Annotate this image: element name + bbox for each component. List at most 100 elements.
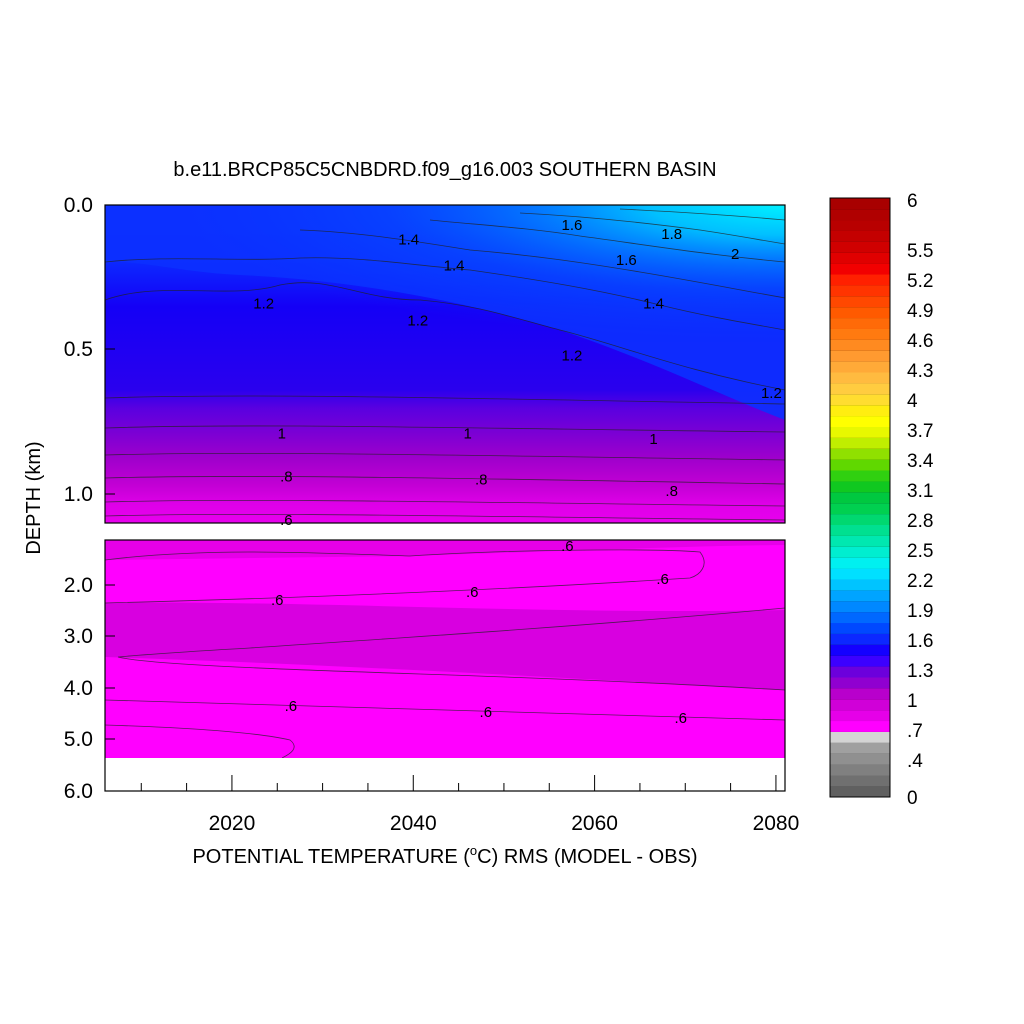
colorbar-swatch [830,437,890,449]
lower-panel [105,540,785,758]
x-tick-label: 2020 [209,812,256,835]
contour-label: .6 [466,584,479,601]
colorbar-swatch [830,361,890,373]
colorbar-swatch [830,404,890,417]
lower-panel-frame [104,539,786,792]
colorbar-swatch [830,786,890,798]
colorbar-swatch [830,350,890,362]
colorbar-swatch [830,459,890,471]
colorbar-swatch [830,590,890,602]
contour-label: 1.4 [398,232,419,249]
y-tick-label: 6.0 [64,780,93,803]
colorbar-swatch [830,742,890,754]
contour-label: .6 [674,710,687,727]
y-tick-label: 0.5 [64,338,93,361]
colorbar-swatch [830,198,890,210]
lower-white-band [105,758,785,791]
colorbar-swatch [830,317,890,329]
colorbar [829,197,891,798]
contour-label: 1.8 [661,226,682,243]
colorbar-swatch [830,394,890,406]
contour-label: .6 [561,538,574,555]
colorbar-tick-label: 3.4 [907,451,934,472]
colorbar-tick-label: 2.8 [907,511,933,532]
contour-label: 1.4 [643,295,664,312]
chart-title: b.e11.BRCP85C5CNBDRD.f09_g16.003 SOUTHER… [173,159,716,181]
colorbar-swatch [830,535,890,547]
colorbar-swatch [830,568,890,580]
colorbar-tick-label: 1 [907,691,918,712]
contour-label: .6 [271,592,284,609]
colorbar-swatch [830,274,890,286]
lower-inner-band [105,540,785,560]
colorbar-tick-label: 2.5 [907,541,933,562]
colorbar-tick-label: 5.2 [907,271,933,292]
colorbar-swatch [830,600,890,613]
contour-label: 1.2 [253,295,274,312]
contour-label: 2 [731,246,739,263]
lower-core-band [105,602,785,690]
contour-label: .6 [656,571,669,588]
colorbar-swatch [830,764,890,776]
colorbar-tick-label: 3.7 [907,421,933,442]
colorbar-swatch [830,448,890,460]
colorbar-tick-labels: 6 5.5 5.2 4.9 4.6 4.3 4 3.7 3.4 3.1 2.8 2.5 2.2 1.9 1.… [907,191,934,809]
colorbar-swatch [830,709,890,722]
colorbar-swatch [830,546,890,558]
colorbar-frame [829,197,891,798]
contour-label: .6 [285,698,298,715]
x-tick-label: 2060 [571,812,618,835]
colorbar-swatch [830,677,890,689]
colorbar-swatch [830,633,890,645]
x-axis-label: POTENTIAL TEMPERATURE (oC) RMS (MODEL - … [192,843,697,868]
colorbar-swatch [830,720,890,732]
upper-panel [105,205,785,523]
colorbar-swatch [830,208,890,221]
colorbar-swatch [830,470,890,482]
contour-label: 1 [278,425,286,442]
colorbar-swatch [830,655,890,667]
colorbar-swatch [830,611,890,624]
colorbar-swatch [830,698,890,711]
colorbar-tick-label: 4.3 [907,361,933,382]
colorbar-swatch [830,415,890,428]
contour-label: .8 [280,469,293,486]
colorbar-tick-label: 5.5 [907,241,933,262]
contour-label: 1.6 [616,252,637,269]
colorbar-tick-label: 6 [907,191,918,212]
colorbar-swatch [830,524,890,536]
colorbar-swatch [830,383,890,395]
colorbar-swatch [830,339,890,351]
contour-label: 1 [649,431,657,448]
colorbar-tick-label: 0 [907,788,918,809]
colorbar-tick-label: .4 [907,751,923,772]
contour-label: 1.2 [407,313,428,330]
colorbar-swatch [830,557,890,569]
surface-cyan-zone [105,205,785,355]
colorbar-swatch [830,219,890,231]
contour-label: .8 [665,483,678,500]
x-tick-label: 2080 [753,812,800,835]
colorbar-swatch [830,328,890,340]
y-axis-label: DEPTH (km) [23,441,45,554]
contour-label: 1.6 [562,217,583,234]
colorbar-swatch [830,753,890,765]
contour-label: .8 [475,472,488,489]
colorbar-swatch [830,252,890,264]
y-tick-label: 1.0 [64,483,93,506]
y-tick-label: 2.0 [64,574,93,597]
colorbar-swatch [830,666,890,678]
colorbar-swatch [830,775,890,787]
colorbar-tick-label: 1.6 [907,631,933,652]
colorbar-swatch [830,306,890,319]
y-axis: 0.0 0.5 1.0 2.0 3.0 4.0 5.0 6.0 [64,194,115,803]
y-tick-label: 3.0 [64,625,93,648]
upper-contour-lines [105,208,785,521]
contour-label: .6 [480,704,493,721]
colorbar-swatch [830,241,890,253]
contour-label: 1 [463,425,471,442]
x-tick-label: 2040 [390,812,437,835]
colorbar-tick-label: .7 [907,721,923,742]
contour-label: 1.2 [761,385,782,402]
